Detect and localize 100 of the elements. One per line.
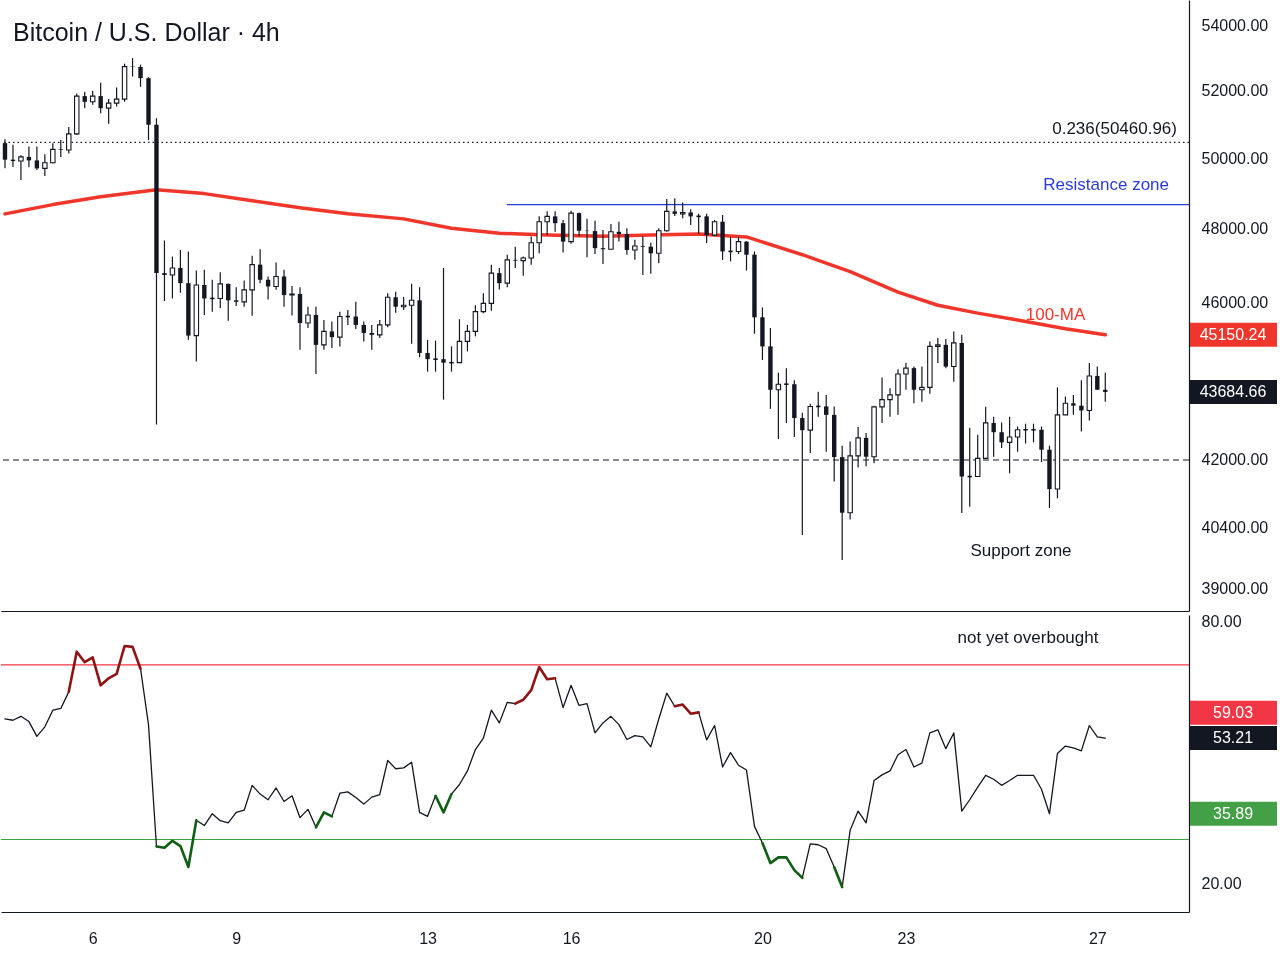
candlestick [536, 215, 542, 254]
candlestick [935, 337, 941, 364]
candlestick [408, 283, 415, 345]
candlestick [1031, 423, 1036, 443]
candlestick [257, 248, 263, 284]
candlestick [305, 306, 311, 329]
candlestick [169, 255, 176, 300]
series-label: Resistance zone [1043, 174, 1169, 194]
candlestick [951, 330, 957, 383]
candlestick [480, 292, 487, 314]
candlestick [98, 82, 103, 114]
candlestick [425, 339, 430, 373]
candlestick [991, 416, 996, 458]
text: 59.03 [1212, 703, 1254, 721]
y-tick-label: 46000.00 [1201, 294, 1269, 312]
candlestick [281, 269, 287, 308]
candlestick [18, 154, 24, 181]
x-tick-label: 27 [1088, 929, 1107, 947]
y-tick-label: 80.00 [1201, 612, 1242, 630]
candlestick [576, 211, 582, 238]
candlestick [113, 86, 120, 108]
candlestick [217, 271, 224, 309]
candlestick [592, 220, 598, 255]
candlestick [1079, 379, 1084, 432]
candlestick [824, 394, 829, 453]
candlestick [441, 267, 446, 401]
candlestick [528, 235, 534, 266]
annotation: Support zone [970, 541, 1072, 560]
x-tick-label: 6 [88, 929, 98, 947]
candlestick [393, 291, 398, 314]
candlestick [895, 368, 901, 416]
text: 53.21 [1212, 729, 1254, 747]
candlestick [138, 64, 143, 88]
candlestick [178, 249, 183, 294]
text: Bitcoin / U.S. Dollar · 4h [13, 18, 280, 46]
candlestick [919, 365, 925, 403]
candlestick [911, 365, 917, 404]
y-tick-label: 50000.00 [1201, 149, 1269, 167]
candlestick [433, 340, 438, 373]
candlestick [656, 227, 662, 264]
candlestick [552, 210, 558, 233]
candlestick [241, 279, 247, 308]
x-tick-label: 23 [897, 929, 916, 947]
candlestick [42, 153, 48, 177]
candlestick [887, 387, 893, 418]
candlestick [999, 421, 1004, 449]
candlestick [744, 240, 749, 272]
candlestick [337, 311, 343, 347]
ref-line-label: 0.236(50460.96) [1052, 119, 1177, 139]
candlestick [560, 219, 566, 254]
candlestick [105, 98, 112, 125]
y-tick-label: 40400.00 [1201, 518, 1269, 536]
candlestick [273, 261, 279, 291]
candlestick [464, 324, 471, 353]
candlestick [369, 324, 374, 351]
candlestick [1014, 425, 1021, 453]
candlestick [504, 254, 511, 288]
candlestick [497, 267, 502, 291]
series-label: 100-MA [1025, 304, 1086, 324]
candlestick [162, 239, 167, 302]
x-tick-label: 13 [419, 929, 438, 947]
candlestick [632, 239, 638, 261]
text: 35.89 [1212, 804, 1254, 822]
x-tick-label: 9 [232, 929, 242, 947]
candlestick [624, 227, 630, 256]
candlestick [608, 223, 614, 251]
candlestick [289, 285, 295, 317]
candlestick [1023, 423, 1028, 445]
candlestick [903, 362, 909, 391]
candlestick [202, 269, 207, 316]
candlestick [321, 319, 327, 351]
x-tick-label: 20 [754, 929, 772, 947]
candlestick [704, 213, 709, 244]
candlestick [640, 235, 646, 276]
candlestick [456, 318, 463, 364]
candlestick [807, 403, 814, 454]
text: 45150.24 [1199, 325, 1267, 343]
annotation: not yet overbought [957, 628, 1099, 647]
y-tick-label: 42000.00 [1201, 451, 1269, 469]
y-tick-label: 39000.00 [1201, 579, 1269, 597]
y-tick-label: 54000.00 [1201, 16, 1269, 34]
candlestick [1095, 365, 1100, 391]
candlestick [544, 210, 550, 236]
x-tick-label: 16 [562, 929, 581, 947]
y-tick-label: 48000.00 [1201, 220, 1269, 238]
candlestick [1071, 394, 1076, 416]
candlestick [361, 320, 366, 342]
candlestick [472, 304, 479, 337]
candlestick [2, 138, 8, 169]
candlestick [879, 376, 885, 424]
candlestick [784, 367, 789, 424]
candlestick [329, 320, 335, 349]
candlestick [234, 286, 239, 307]
y-tick-label: 20.00 [1201, 874, 1242, 892]
candlestick [1062, 395, 1069, 416]
candlestick [513, 246, 518, 269]
candlestick [943, 338, 949, 369]
y-tick-label: 52000.00 [1201, 81, 1269, 99]
text: 43684.66 [1199, 382, 1267, 400]
candlestick [664, 198, 670, 233]
